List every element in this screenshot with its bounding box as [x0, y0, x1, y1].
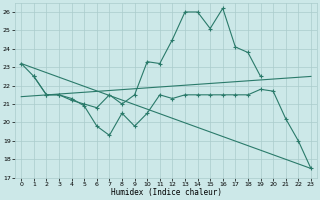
X-axis label: Humidex (Indice chaleur): Humidex (Indice chaleur) — [111, 188, 221, 197]
